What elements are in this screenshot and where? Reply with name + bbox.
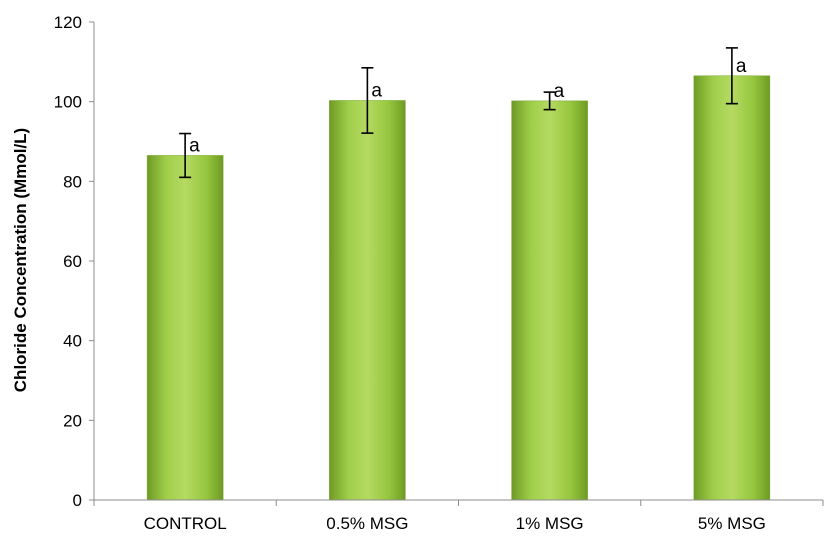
y-tick-label: 80	[63, 172, 82, 191]
significance-annotation: a	[371, 80, 382, 101]
error-bar	[725, 47, 738, 105]
x-tick-label: 5% MSG	[698, 514, 766, 533]
x-tick-label: CONTROL	[144, 514, 227, 533]
y-tick-label: 60	[63, 252, 82, 271]
y-axis-label: Chloride Concentration (Mmol/L)	[11, 128, 30, 392]
y-tick-label: 40	[63, 332, 82, 351]
y-tick-label: 120	[54, 13, 82, 32]
y-axis: 0 20 40 60 80 100 120	[54, 13, 94, 510]
y-tick-label: 0	[73, 491, 82, 510]
x-tick-label: 1% MSG	[516, 514, 584, 533]
annotations-group: a a a a	[189, 56, 747, 157]
error-bar	[361, 67, 374, 134]
bar	[146, 155, 224, 501]
x-tick-label: 0.5% MSG	[326, 514, 408, 533]
error-bars-group	[179, 47, 738, 179]
bar	[511, 100, 588, 501]
error-bar	[179, 132, 192, 179]
bar	[693, 75, 771, 501]
y-tick-label: 20	[63, 411, 82, 430]
bars-group	[146, 75, 771, 501]
error-bar	[543, 91, 556, 111]
significance-annotation: a	[736, 56, 747, 77]
bar	[329, 100, 406, 501]
x-axis-labels: CONTROL 0.5% MSG 1% MSG 5% MSG	[93, 500, 824, 533]
significance-annotation: a	[189, 135, 200, 156]
y-tick-label: 100	[54, 93, 82, 112]
significance-annotation: a	[554, 81, 565, 102]
